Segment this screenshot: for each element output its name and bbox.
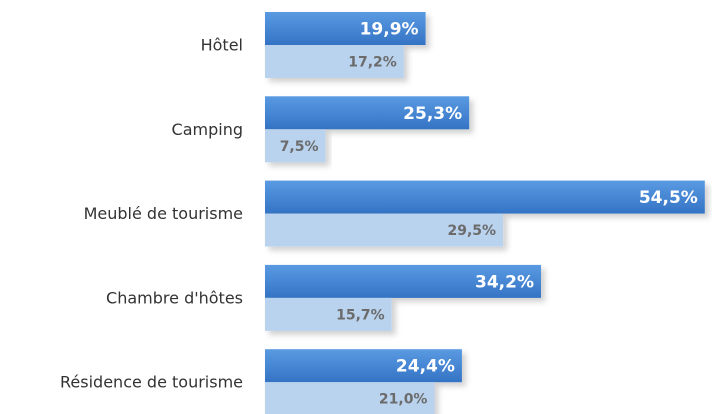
value-label: 54,5% (639, 188, 698, 208)
value-label: 24,4% (396, 357, 455, 377)
value-label: 15,7% (336, 307, 385, 323)
category-label: Camping (172, 120, 243, 139)
value-label: 17,2% (348, 55, 397, 71)
category-label: Meublé de tourisme (84, 204, 243, 223)
value-label: 25,3% (403, 104, 462, 124)
bar (265, 213, 504, 247)
value-label: 19,9% (360, 20, 419, 40)
bar (265, 382, 435, 414)
category-label: Chambre d'hôtes (106, 288, 243, 307)
bar (265, 96, 470, 130)
bar (265, 349, 462, 383)
bar (265, 12, 426, 45)
bar (265, 297, 392, 331)
value-label: 7,5% (280, 139, 319, 155)
bar (265, 45, 404, 78)
bar (265, 129, 326, 163)
category-label: Résidence de tourisme (60, 373, 243, 392)
bar (265, 180, 705, 214)
category-label: Hôtel (201, 36, 243, 55)
bar (265, 264, 541, 298)
value-label: 29,5% (447, 223, 496, 239)
value-label: 21,0% (379, 392, 428, 408)
value-label: 34,2% (475, 272, 534, 292)
